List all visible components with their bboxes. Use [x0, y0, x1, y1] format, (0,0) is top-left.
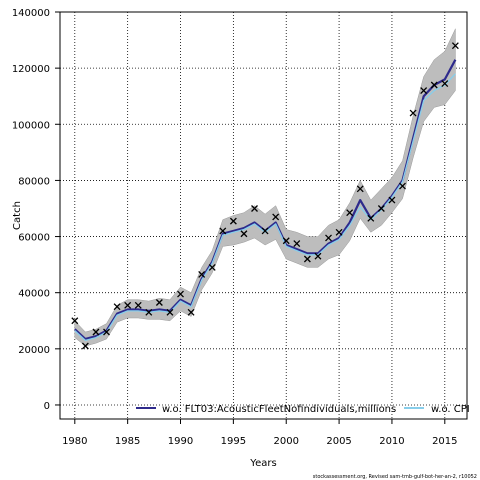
observed-point [155, 299, 163, 306]
observed-point [124, 301, 132, 309]
observed-point [346, 209, 354, 217]
observed-point [113, 303, 121, 311]
observed-point [441, 80, 449, 88]
y-tick-label: 140000 [12, 8, 50, 19]
footer-credit: stockassessment.org, Revised sam-tmb-gul… [313, 474, 477, 480]
observed-point [420, 87, 428, 95]
confidence-band [74, 28, 456, 347]
observed-point [335, 228, 343, 236]
observed-point [282, 237, 290, 245]
plot-frame [59, 11, 468, 420]
x-axis-ticks: 1980 1985 1990 1995 2000 2005 2010 2015 [62, 419, 458, 447]
observed-point [92, 328, 100, 336]
y-tick-label: 0 [44, 401, 50, 412]
observed-point [261, 227, 269, 235]
observed-point [145, 308, 153, 316]
x-tick-label: 1995 [221, 436, 246, 447]
confidence-band-layer [74, 28, 456, 347]
x-axis-title: Years [249, 458, 276, 469]
y-axis-ticks: 0 20000 40000 60000 80000 100000 120000 140000 [12, 8, 60, 412]
observed-point [240, 230, 248, 238]
observed-point [314, 252, 322, 260]
observed-point [409, 109, 417, 117]
x-tick-label: 1990 [168, 436, 193, 447]
legend: w.o. FLT03:AcousticFleetNofindividuals,m… [136, 404, 470, 415]
observed-point [71, 317, 79, 325]
observed-point [198, 270, 206, 278]
x-tick-label: 2015 [432, 436, 457, 447]
y-tick-label: 20000 [18, 345, 50, 356]
observed-point [451, 42, 459, 50]
y-tick-label: 60000 [18, 233, 50, 244]
observed-point [166, 308, 174, 316]
observed-point [229, 217, 237, 225]
y-tick-label: 40000 [18, 289, 50, 300]
observed-point [272, 213, 280, 221]
observed-point [367, 214, 375, 222]
legend-label-2: w.o. CPI [431, 404, 470, 415]
observed-point [293, 240, 301, 248]
x-tick-label: 1985 [115, 436, 140, 447]
x-tick-label: 2000 [274, 436, 299, 447]
x-tick-label: 2010 [379, 436, 404, 447]
observed-point [187, 308, 195, 316]
observed-point [303, 255, 311, 263]
y-axis-title: Catch [12, 201, 23, 230]
x-tick-label: 1980 [62, 436, 87, 447]
observed-point [103, 328, 110, 336]
observed-point [81, 342, 89, 350]
y-tick-label: 120000 [12, 64, 50, 75]
observed-point [177, 290, 184, 298]
observed-point [399, 182, 406, 190]
observed-point [388, 196, 396, 204]
observed-point [219, 227, 227, 235]
observed-points-layer [71, 42, 459, 350]
observed-point [430, 81, 438, 89]
x-tick-label: 2005 [326, 436, 351, 447]
observed-point [356, 185, 364, 193]
series-line-2 [74, 73, 456, 342]
y-tick-label: 100000 [12, 120, 50, 131]
observed-point [134, 301, 142, 309]
y-tick-label: 80000 [18, 176, 50, 187]
legend-label-1: w.o. FLT03:AcousticFleetNofindividuals,m… [162, 404, 396, 415]
observed-point [377, 205, 385, 212]
observed-point [208, 263, 216, 271]
observed-point [251, 205, 258, 212]
observed-point [325, 234, 332, 242]
